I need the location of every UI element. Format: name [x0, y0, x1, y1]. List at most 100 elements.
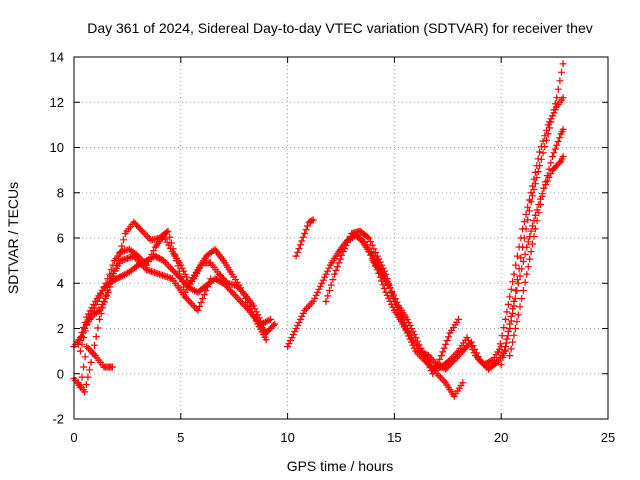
- data-point: [175, 259, 178, 262]
- data-point: [128, 248, 131, 251]
- data-point: [546, 123, 550, 127]
- data-point: [504, 318, 507, 321]
- x-tick-label: 0: [70, 430, 77, 445]
- data-point: [312, 300, 315, 303]
- data-point: [77, 381, 80, 384]
- data-point: [213, 277, 217, 280]
- data-point: [222, 259, 225, 262]
- x-axis-label: GPS time / hours: [287, 458, 394, 474]
- data-point: [561, 128, 565, 131]
- y-tick-label: 4: [57, 276, 64, 291]
- data-point: [85, 345, 89, 348]
- series-track-14: [506, 125, 567, 360]
- data-point: [546, 132, 550, 136]
- data-point: [158, 236, 161, 240]
- x-tick-label: 10: [280, 430, 294, 445]
- data-point: [166, 230, 170, 233]
- data-point: [388, 286, 392, 289]
- data-point: [79, 349, 82, 353]
- data-point: [230, 291, 234, 294]
- data-point: [85, 322, 89, 326]
- x-tick-label: 25: [601, 430, 615, 445]
- data-point: [551, 155, 554, 158]
- data-point: [171, 268, 174, 271]
- data-point: [303, 309, 306, 312]
- series-markers: [292, 216, 317, 260]
- data-point: [384, 291, 388, 294]
- data-point: [427, 354, 430, 357]
- data-point: [312, 218, 315, 222]
- data-point: [200, 261, 204, 265]
- data-point: [119, 259, 123, 262]
- data-point: [521, 245, 524, 249]
- data-point: [534, 214, 537, 217]
- data-point: [359, 230, 362, 233]
- series-track-10: [369, 257, 462, 378]
- data-point: [273, 322, 276, 326]
- data-point: [265, 338, 268, 342]
- data-point: [192, 277, 195, 280]
- data-point: [158, 273, 161, 276]
- series-track-7: [292, 216, 317, 260]
- series-track-13: [502, 60, 567, 351]
- data-point: [529, 200, 533, 203]
- data-point: [324, 300, 328, 303]
- data-point: [453, 395, 456, 398]
- data-point: [525, 273, 529, 276]
- data-point: [448, 358, 452, 362]
- data-point: [440, 354, 443, 357]
- data-point: [561, 155, 565, 158]
- data-point: [529, 191, 533, 194]
- y-tick-label: 12: [50, 95, 64, 110]
- data-point: [397, 304, 400, 308]
- data-point: [102, 365, 106, 369]
- data-point: [559, 132, 563, 136]
- data-point: [504, 345, 507, 348]
- data-point: [337, 250, 341, 253]
- data-point: [508, 327, 511, 330]
- data-point: [171, 277, 174, 280]
- data-point: [183, 295, 187, 299]
- y-tick-label: 14: [50, 50, 64, 65]
- data-point: [453, 358, 456, 362]
- data-point: [350, 232, 353, 235]
- data-point: [226, 282, 229, 285]
- data-point: [561, 62, 565, 65]
- data-points: [70, 60, 567, 400]
- data-point: [294, 254, 298, 258]
- data-point: [209, 277, 212, 280]
- data-point: [92, 313, 95, 317]
- data-point: [218, 273, 221, 276]
- data-point: [561, 96, 565, 99]
- data-point: [393, 309, 396, 312]
- data-point: [423, 358, 426, 362]
- series-track-5: [74, 252, 215, 396]
- data-point: [247, 304, 251, 308]
- data-point: [149, 239, 153, 242]
- data-point: [230, 273, 234, 276]
- data-point: [478, 358, 482, 362]
- data-point: [380, 273, 383, 276]
- data-point: [333, 273, 336, 276]
- data-point: [448, 331, 452, 335]
- data-point: [132, 254, 136, 258]
- data-point: [111, 365, 114, 369]
- data-point: [525, 245, 529, 249]
- data-point: [329, 263, 332, 267]
- data-point: [260, 322, 264, 326]
- data-point: [119, 275, 123, 278]
- data-point: [294, 327, 298, 330]
- data-point: [384, 273, 388, 276]
- data-point: [256, 322, 259, 326]
- y-tick-label: 8: [57, 185, 64, 200]
- data-point: [98, 318, 101, 321]
- series-markers: [502, 60, 567, 351]
- y-axis-label: SDTVAR / TECUs: [5, 182, 21, 294]
- data-point: [96, 300, 99, 303]
- data-point: [213, 248, 217, 251]
- data-point: [470, 340, 473, 344]
- data-point: [495, 358, 499, 362]
- series-markers: [493, 94, 567, 364]
- y-tick-label: -2: [52, 412, 64, 427]
